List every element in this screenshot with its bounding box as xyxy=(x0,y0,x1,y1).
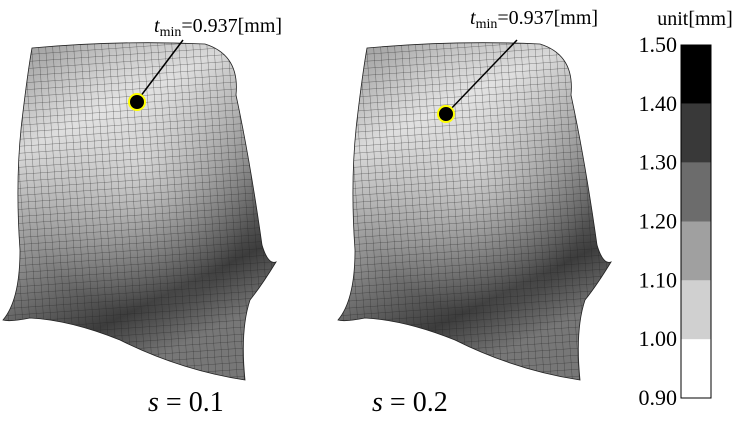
colorbar-tick-label: 1.00 xyxy=(639,326,678,351)
colorbar-band xyxy=(681,222,711,281)
caption: s = 0.2 xyxy=(372,387,448,418)
colorbar-tick-label: 1.30 xyxy=(639,150,678,175)
colorbar-tick-label: 1.50 xyxy=(639,32,678,57)
colorbar-band xyxy=(681,45,711,104)
colorbar-band xyxy=(681,280,711,339)
colorbar-tick-label: 0.90 xyxy=(639,385,678,410)
colorbar-unit: unit[mm] xyxy=(657,8,733,30)
colorbar-band xyxy=(681,163,711,222)
colorbar: 0.90 1.00 1.10 1.20 1.30 1.40 1.50 xyxy=(639,32,712,410)
colorbar-tick-label: 1.10 xyxy=(639,267,678,292)
annotation: tmin=0.937[mm] xyxy=(154,15,282,40)
page: tmin=0.937[mm] tmin=0.937[mm] s = 0.1 s … xyxy=(0,0,752,423)
mesh-right xyxy=(338,43,611,380)
colorbar-tick-label: 1.40 xyxy=(639,91,678,116)
colorbar-tick-label: 1.20 xyxy=(639,209,678,234)
colorbar-band xyxy=(681,339,711,398)
caption: s = 0.1 xyxy=(148,387,224,418)
figure: tmin=0.937[mm] tmin=0.937[mm] s = 0.1 s … xyxy=(0,0,752,423)
colorbar-band xyxy=(681,104,711,163)
mesh-left xyxy=(3,43,276,380)
annotation: tmin=0.937[mm] xyxy=(470,7,598,32)
